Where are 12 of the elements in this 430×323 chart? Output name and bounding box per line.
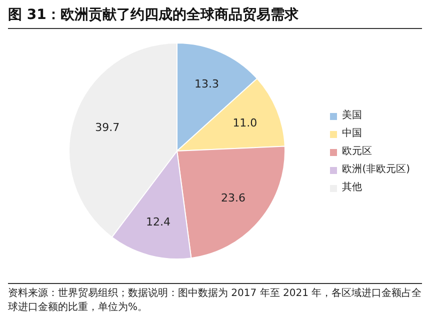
data-label: 12.4 [146,216,171,229]
data-label: 13.3 [194,77,220,90]
legend-label: 欧元区 [342,145,372,159]
legend-label: 中国 [342,126,362,141]
legend-label: 欧洲(非欧元区) [342,162,410,177]
legend-label: 美国 [342,108,362,123]
data-label: 39.7 [95,121,120,134]
data-label: 23.6 [221,192,246,205]
chart-title: 图 31：欧洲贡献了约四成的全球商品贸易需求 [8,6,422,29]
text: 资料来源：世界贸易组织；数据说明：图中数据为 2017 年至 2021 年，各区域进口金额占全球进口金额的比重，单位为%。 [8,287,422,315]
legend-label: 其他 [342,180,362,195]
data-label: 11.0 [232,116,258,130]
